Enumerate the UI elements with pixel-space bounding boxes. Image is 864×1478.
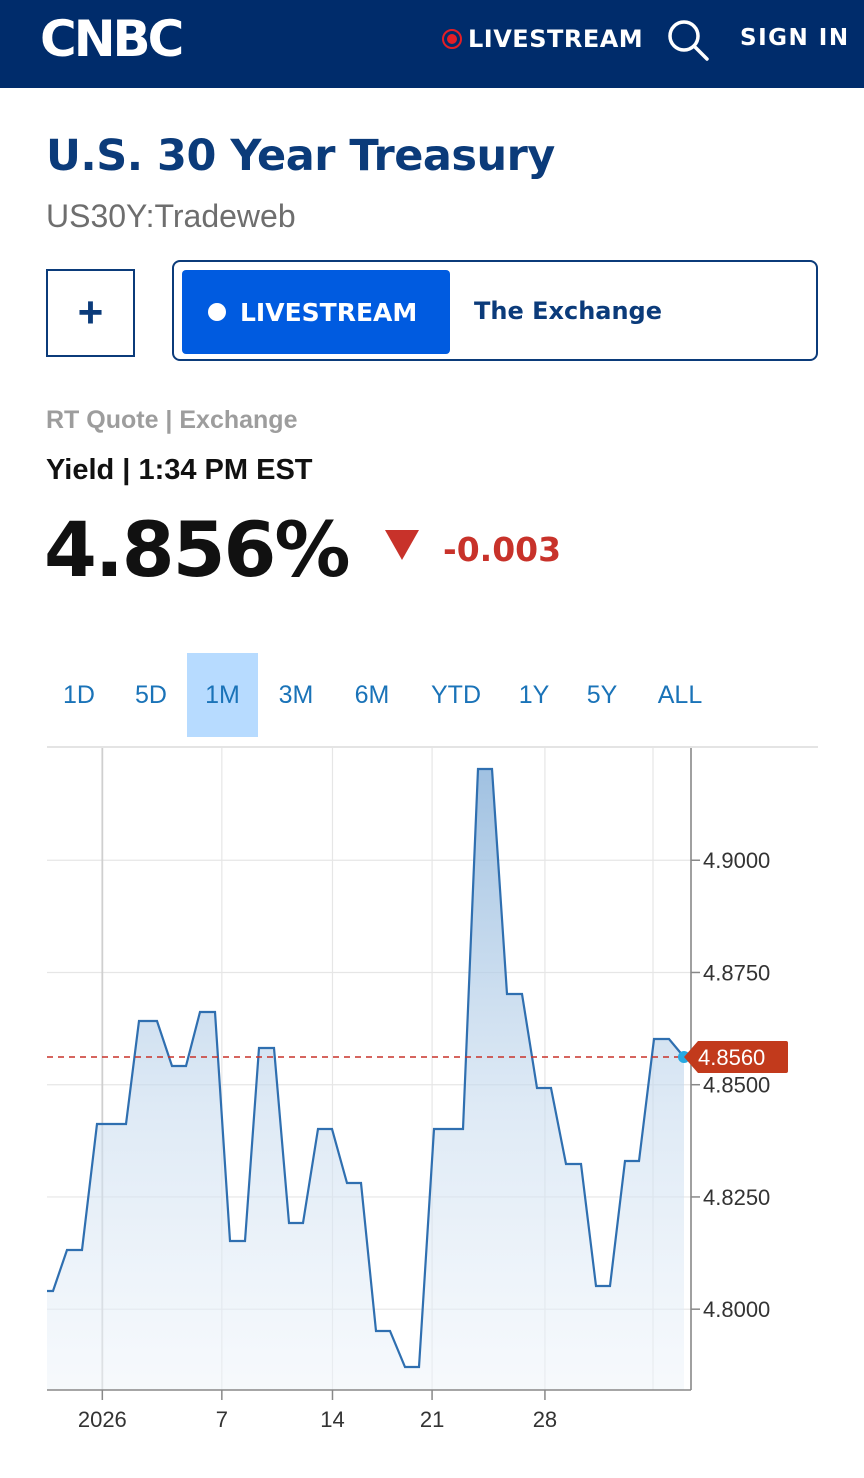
yield-chart[interactable]: 4.9000 4.8750 4.8500 4.8250 4.8000 2026 7 14 21 2… [0,740,864,1440]
tab-ytd[interactable]: YTD [431,680,481,709]
tab-1y[interactable]: 1Y [518,680,550,709]
instrument-symbol: US30Y:Tradeweb [46,198,296,234]
chart-series-line [47,767,685,1369]
y-tick-label: 4.8000 [703,1297,770,1322]
tab-6m[interactable]: 6M [354,680,390,709]
y-tick-label: 4.9000 [703,848,770,873]
x-tick-label: 7 [216,1407,228,1432]
x-tick-label: 21 [420,1407,444,1432]
tab-1m[interactable]: 1M [187,653,258,737]
livestream-button-label: LIVESTREAM [240,297,418,327]
livestream-button[interactable]: LIVESTREAM [182,270,450,354]
sign-in-button[interactable]: SIGN IN [740,25,850,51]
tab-3m[interactable]: 3M [278,680,314,709]
livestream-panel: LIVESTREAM The Exchange [172,260,818,361]
tab-all[interactable]: ALL [657,680,703,709]
current-value-label: 4.8560 [698,1045,765,1070]
tab-1d[interactable]: 1D [63,680,95,709]
chart-svg: 4.9000 4.8750 4.8500 4.8250 4.8000 2026 7 14 21 2… [47,746,818,1432]
quote-price: 4.856% [44,505,351,594]
livestream-link[interactable]: LIVESTREAM [442,22,643,56]
current-value-tag [684,1041,788,1073]
x-tick-label: 2026 [78,1407,127,1432]
top-nav-bar: CNBC LIVESTREAM SIGN IN [0,0,864,88]
show-name-link[interactable]: The Exchange [474,297,663,325]
live-record-icon [442,29,462,49]
instrument-title: U.S. 30 Year Treasury [46,131,555,181]
chart-area-fill [47,769,684,1390]
y-tick-label: 4.8250 [703,1185,770,1210]
x-tick-label: 28 [533,1407,557,1432]
live-dot-icon [208,303,226,321]
quote-time: Yield | 1:34 PM EST [46,454,313,486]
cnbc-logo[interactable]: CNBC [40,10,184,68]
quote-source: RT Quote | Exchange [46,406,298,434]
livestream-label: LIVESTREAM [468,25,644,53]
y-tick-label: 4.8750 [703,960,770,985]
tab-5d[interactable]: 5D [135,680,167,709]
quote-change: -0.003 [443,530,562,569]
add-to-watchlist-button[interactable]: + [46,269,135,357]
x-tick-label: 14 [320,1407,344,1432]
search-icon[interactable] [664,16,712,64]
down-arrow-icon [385,530,419,560]
tab-5y[interactable]: 5Y [586,680,618,709]
y-tick-label: 4.8500 [703,1073,770,1098]
